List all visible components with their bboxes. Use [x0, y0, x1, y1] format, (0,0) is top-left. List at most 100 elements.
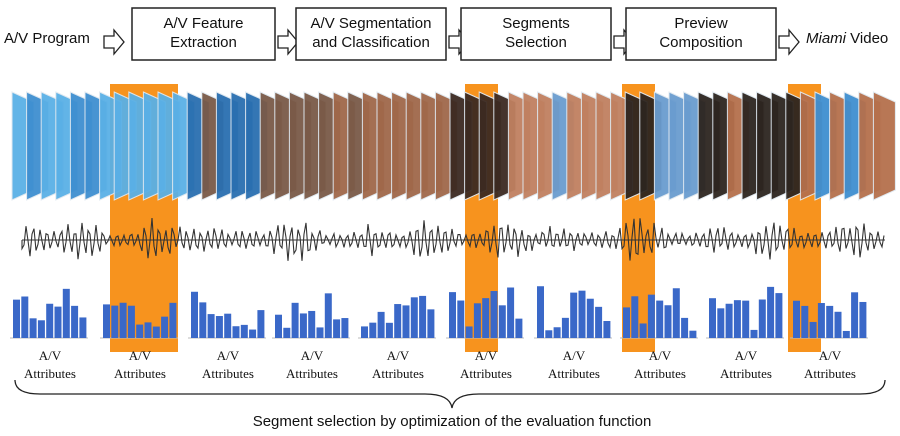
attribute-label: Attributes	[548, 366, 600, 381]
attribute-label: Attributes	[286, 366, 338, 381]
hist-bar	[341, 318, 349, 338]
hist-bar	[324, 293, 332, 338]
hist-bar	[603, 320, 611, 338]
hist-bar	[199, 302, 207, 338]
hist-bar	[215, 316, 223, 338]
hist-bar	[207, 314, 215, 338]
attribute-label: A/V	[129, 348, 152, 363]
hist-bar	[240, 324, 248, 338]
hist-bar	[224, 313, 232, 338]
attribute-label: A/V	[649, 348, 672, 363]
hist-bar	[672, 288, 680, 338]
step-box	[460, 7, 612, 61]
hist-bar	[402, 305, 410, 338]
hist-bar	[465, 326, 473, 338]
hist-bar	[631, 296, 639, 338]
hist-bar	[410, 297, 418, 338]
attribute-label: A/V	[387, 348, 410, 363]
step-label: and Classification	[312, 34, 430, 51]
hist-bar	[801, 305, 809, 338]
hist-bar	[561, 317, 569, 338]
hist-bar	[793, 300, 800, 338]
pipeline: A/V Program Miami Video A/V Feature Extra…	[4, 7, 888, 61]
hist-bar	[507, 287, 515, 338]
hist-bar	[851, 292, 859, 338]
attribute-label: Attributes	[634, 366, 686, 381]
pipeline-output: Miami Video	[806, 30, 888, 47]
output-text: Video	[850, 30, 888, 47]
attribute-labels: A/V Attributes A/V Attributes A/V Attributes A…	[24, 348, 856, 381]
step-box	[295, 7, 447, 61]
hist-bar	[427, 309, 435, 338]
hist-bar	[385, 322, 393, 338]
hist-bar	[308, 310, 316, 338]
hist-bar	[394, 304, 402, 338]
hist-bar	[419, 295, 427, 338]
hist-bar	[595, 306, 603, 338]
hist-bar	[191, 291, 198, 338]
hist-bar	[570, 292, 578, 338]
hist-bar	[316, 327, 324, 338]
hist-bar	[482, 298, 490, 338]
hist-bar	[13, 299, 20, 338]
step-label: Segments	[502, 15, 570, 32]
hist-bar	[449, 292, 456, 338]
hist-bar	[545, 330, 553, 338]
hist-bar	[490, 291, 498, 338]
arrow	[103, 28, 125, 56]
attribute-label: Attributes	[720, 366, 772, 381]
hist-bar	[733, 300, 741, 338]
hist-bar	[689, 330, 697, 338]
step-label: Preview	[674, 15, 728, 32]
hist-bar	[709, 298, 716, 338]
hist-bar	[473, 303, 481, 338]
hist-bar	[647, 294, 655, 338]
hist-bar	[664, 305, 672, 338]
step-label: Extraction	[170, 34, 237, 51]
hist-bar	[275, 314, 282, 338]
attribute-label: A/V	[301, 348, 324, 363]
attribute-label: A/V	[475, 348, 498, 363]
hist-bar	[758, 299, 766, 338]
attribute-label: Attributes	[804, 366, 856, 381]
step-label: A/V Segmentation	[311, 15, 432, 32]
audio-waveform	[21, 218, 885, 261]
hist-bar	[742, 300, 750, 338]
hist-bar	[377, 311, 385, 338]
hist-bar	[809, 321, 817, 338]
attribute-label: A/V	[217, 348, 240, 363]
hist-bar	[369, 322, 377, 338]
hist-bar	[54, 306, 62, 338]
hist-bar	[725, 303, 733, 338]
video-frames	[11, 91, 896, 201]
arrow	[277, 28, 299, 56]
hist-bar	[37, 320, 45, 338]
hist-bar	[79, 317, 87, 338]
hist-bar	[767, 286, 775, 338]
hist-bar	[826, 305, 834, 338]
hist-bar	[817, 303, 825, 338]
hist-bar	[717, 308, 725, 338]
hist-bar	[578, 290, 586, 338]
hist-bar	[553, 327, 561, 338]
hist-bar	[161, 316, 169, 338]
wave	[21, 218, 885, 261]
attribute-label: Attributes	[202, 366, 254, 381]
step-label: Selection	[505, 34, 567, 51]
output-emphasis: Miami	[806, 30, 847, 47]
hist-bar	[232, 326, 240, 338]
hist-bar	[498, 305, 506, 338]
attribute-label: Attributes	[372, 366, 424, 381]
hist-bar	[515, 318, 523, 338]
hist-bar	[775, 293, 783, 338]
hist-bar	[103, 304, 110, 338]
hist-bar	[656, 300, 664, 338]
hist-bar	[299, 313, 307, 338]
brace	[14, 379, 886, 409]
hist-bar	[537, 286, 544, 338]
attribute-label: Attributes	[460, 366, 512, 381]
hist-bar	[62, 288, 70, 338]
hist-bar	[586, 298, 594, 338]
hist-bar	[750, 329, 758, 338]
attribute-label: A/V	[563, 348, 586, 363]
